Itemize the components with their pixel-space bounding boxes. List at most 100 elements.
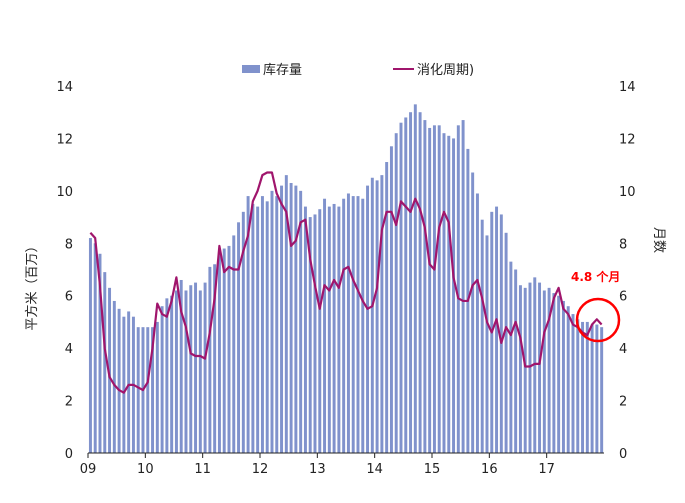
bar-month-100 bbox=[561, 300, 565, 453]
bar-series bbox=[88, 104, 604, 454]
bar-month-50 bbox=[323, 198, 327, 453]
bar-month-91 bbox=[518, 285, 522, 453]
left-tick-label: 14 bbox=[56, 80, 73, 95]
bar-month-37 bbox=[260, 196, 264, 453]
bar-month-66 bbox=[399, 122, 403, 453]
bar-month-21 bbox=[184, 290, 188, 453]
bar-month-93 bbox=[528, 282, 532, 453]
bar-month-54 bbox=[342, 198, 346, 453]
bar-month-68 bbox=[409, 112, 413, 454]
bar-month-7 bbox=[117, 308, 121, 453]
bar-month-99 bbox=[557, 295, 561, 453]
bar-month-96 bbox=[542, 290, 546, 453]
left-tick-label: 6 bbox=[65, 290, 73, 305]
bar-month-39 bbox=[270, 190, 274, 454]
right-tick-label: 8 bbox=[619, 237, 627, 252]
bar-month-70 bbox=[418, 112, 422, 454]
bar-month-43 bbox=[289, 182, 293, 454]
bar-month-64 bbox=[389, 146, 393, 454]
bar-month-47 bbox=[308, 217, 312, 453]
right-tick-label: 10 bbox=[619, 185, 636, 200]
x-tick-label: 14 bbox=[366, 462, 383, 477]
bar-month-92 bbox=[523, 287, 527, 453]
axes bbox=[87, 452, 604, 458]
left-tick-label: 10 bbox=[56, 185, 73, 200]
x-tick-label: 10 bbox=[137, 462, 154, 477]
bar-month-61 bbox=[375, 180, 379, 453]
right-tick-label: 2 bbox=[619, 395, 627, 410]
bar-month-3 bbox=[98, 253, 102, 453]
bar-month-27 bbox=[213, 264, 217, 453]
bar-month-25 bbox=[203, 282, 207, 453]
bar-month-59 bbox=[366, 185, 370, 454]
bar-month-58 bbox=[361, 198, 365, 453]
bar-month-89 bbox=[509, 261, 513, 453]
bar-month-44 bbox=[294, 185, 298, 454]
bar-month-17 bbox=[165, 298, 169, 453]
bar-month-15 bbox=[155, 321, 159, 453]
bar-month-81 bbox=[471, 172, 475, 453]
bar-month-11 bbox=[136, 327, 140, 453]
bar-month-46 bbox=[303, 206, 307, 453]
left-tick-label: 12 bbox=[56, 132, 73, 147]
bar-month-76 bbox=[447, 135, 451, 453]
bar-month-98 bbox=[552, 293, 556, 453]
bar-month-104 bbox=[581, 321, 585, 453]
left-tick-label: 4 bbox=[65, 342, 73, 357]
right-tick-label: 12 bbox=[619, 132, 636, 147]
bar-month-35 bbox=[251, 203, 255, 453]
bar-month-23 bbox=[194, 282, 198, 453]
bar-month-16 bbox=[160, 306, 164, 453]
right-tick-label: 14 bbox=[619, 80, 636, 95]
bar-month-53 bbox=[337, 206, 341, 453]
bar-month-30 bbox=[227, 245, 231, 453]
bar-month-29 bbox=[222, 248, 226, 453]
bar-month-94 bbox=[533, 277, 537, 453]
bar-month-48 bbox=[313, 214, 317, 453]
bar-month-78 bbox=[456, 125, 460, 453]
bar-month-65 bbox=[394, 133, 398, 453]
bar-month-55 bbox=[346, 193, 350, 454]
bar-month-106 bbox=[590, 324, 594, 453]
bar-month-62 bbox=[380, 175, 384, 453]
bar-month-26 bbox=[208, 266, 212, 453]
bar-month-63 bbox=[385, 162, 389, 453]
right-tick-label: 4 bbox=[619, 342, 627, 357]
bar-month-42 bbox=[284, 175, 288, 453]
bar-month-101 bbox=[566, 306, 570, 453]
bar-month-1 bbox=[88, 238, 92, 453]
right-tick-label: 6 bbox=[619, 290, 627, 305]
x-tick-label: 09 bbox=[80, 462, 97, 477]
bar-month-19 bbox=[174, 290, 178, 453]
bar-month-36 bbox=[256, 206, 260, 453]
bar-month-40 bbox=[275, 196, 279, 453]
bar-month-75 bbox=[442, 133, 446, 453]
bar-month-95 bbox=[538, 282, 542, 453]
bar-month-97 bbox=[547, 287, 551, 453]
bar-month-51 bbox=[327, 206, 331, 453]
bar-month-5 bbox=[108, 287, 112, 453]
bar-month-38 bbox=[265, 201, 269, 453]
bar-month-108 bbox=[600, 327, 604, 453]
x-tick-label: 11 bbox=[194, 462, 211, 477]
bar-month-14 bbox=[151, 327, 155, 453]
bar-month-74 bbox=[437, 125, 441, 453]
bar-month-71 bbox=[423, 120, 427, 453]
left-tick-label: 2 bbox=[65, 395, 73, 410]
left-tick-label: 0 bbox=[65, 447, 73, 462]
legend-bar-label: 库存量 bbox=[263, 62, 302, 78]
bar-month-49 bbox=[318, 209, 322, 453]
left-axis-label: 平方米（百万） bbox=[24, 239, 40, 330]
x-tick-label: 17 bbox=[538, 462, 555, 477]
bar-month-73 bbox=[432, 125, 436, 453]
bar-month-87 bbox=[499, 214, 503, 453]
x-tick-label: 12 bbox=[252, 462, 269, 477]
bar-month-84 bbox=[485, 235, 489, 453]
bar-month-2 bbox=[93, 243, 97, 453]
bar-month-77 bbox=[452, 138, 456, 453]
bar-month-102 bbox=[571, 314, 575, 453]
bar-month-45 bbox=[299, 190, 303, 454]
bar-month-32 bbox=[237, 222, 241, 453]
bar-month-9 bbox=[127, 311, 131, 453]
